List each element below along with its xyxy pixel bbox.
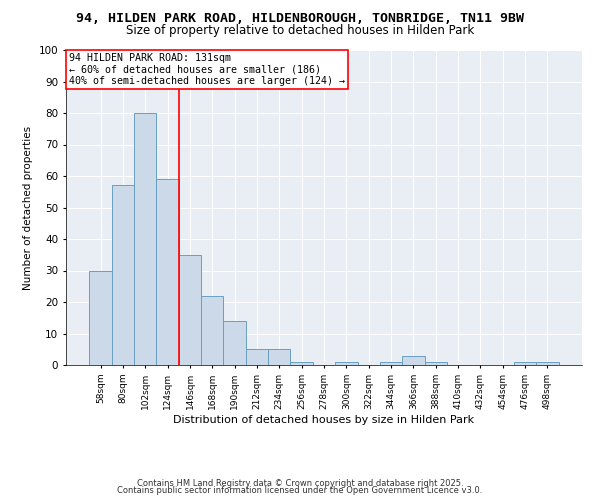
Bar bbox=[157, 179, 179, 365]
Bar bbox=[268, 349, 290, 365]
Bar bbox=[514, 362, 536, 365]
Text: Contains HM Land Registry data © Crown copyright and database right 2025.: Contains HM Land Registry data © Crown c… bbox=[137, 478, 463, 488]
Bar bbox=[335, 362, 358, 365]
Text: Contains public sector information licensed under the Open Government Licence v3: Contains public sector information licen… bbox=[118, 486, 482, 495]
Bar bbox=[112, 186, 134, 365]
Bar bbox=[402, 356, 425, 365]
Text: Size of property relative to detached houses in Hilden Park: Size of property relative to detached ho… bbox=[126, 24, 474, 37]
Bar bbox=[89, 270, 112, 365]
Bar bbox=[536, 362, 559, 365]
X-axis label: Distribution of detached houses by size in Hilden Park: Distribution of detached houses by size … bbox=[173, 414, 475, 424]
Text: 94, HILDEN PARK ROAD, HILDENBOROUGH, TONBRIDGE, TN11 9BW: 94, HILDEN PARK ROAD, HILDENBOROUGH, TON… bbox=[76, 12, 524, 26]
Bar bbox=[201, 296, 223, 365]
Bar bbox=[134, 113, 157, 365]
Bar bbox=[425, 362, 447, 365]
Bar bbox=[223, 321, 246, 365]
Bar bbox=[246, 349, 268, 365]
Y-axis label: Number of detached properties: Number of detached properties bbox=[23, 126, 33, 290]
Bar bbox=[380, 362, 402, 365]
Bar bbox=[290, 362, 313, 365]
Bar bbox=[179, 255, 201, 365]
Text: 94 HILDEN PARK ROAD: 131sqm
← 60% of detached houses are smaller (186)
40% of se: 94 HILDEN PARK ROAD: 131sqm ← 60% of det… bbox=[68, 53, 344, 86]
